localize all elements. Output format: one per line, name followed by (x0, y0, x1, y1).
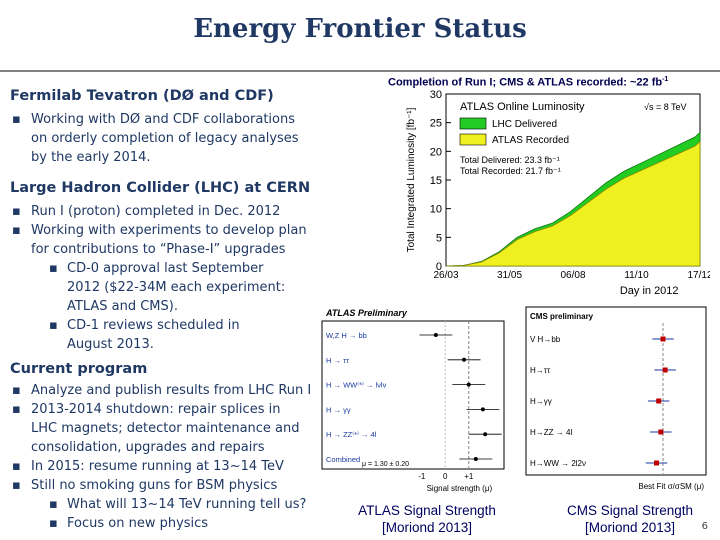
current-subitem: Focus on new physics (47, 514, 320, 533)
luminosity-caption-text: Completion of Run I; CMS & ATLAS recorde… (388, 76, 663, 89)
legend-label-delivered: LHC Delivered (492, 119, 557, 130)
total-delivered-label: Total Delivered: 23.3 fb⁻¹ (460, 155, 560, 165)
current-subitem: What will 13~14 TeV running tell us? (47, 495, 320, 514)
category-label: H → ZZ⁽*⁾ → 4l (326, 430, 377, 439)
tevatron-heading: Fermilab Tevatron (DØ and CDF) (10, 88, 274, 104)
current-item: 2013-2014 shutdown: repair splices in LH… (10, 400, 303, 457)
y-tick-label: 5 (436, 232, 442, 244)
category-label: Combined (326, 455, 360, 464)
category-label: H→ττ (530, 366, 551, 375)
category-label: H→ZZ → 4l (530, 428, 572, 437)
luminosity-chart: 0 5 10 15 20 25 30 26/03 31/05 06/08 11/10 17/12 Day… (406, 89, 710, 297)
data-point (462, 357, 467, 362)
atlas-signal-strength-chart: ATLAS Preliminary W,Z H → bb H → ττ H → WW⁽… (321, 308, 505, 493)
x-tick-label: 11/10 (624, 270, 649, 281)
y-tick-label: 20 (430, 146, 442, 158)
category-label: W,Z H → bb (326, 331, 367, 340)
data-point (654, 460, 660, 466)
x-tick-label: 26/03 (433, 270, 458, 281)
luminosity-caption: Completion of Run I; CMS & ATLAS recorde… (388, 76, 668, 89)
tevatron-list: Working with DØ and CDF collaborations o… (10, 110, 300, 167)
cms-caption-line: CMS Signal Strength (566, 503, 694, 518)
current-item: Analyze and publish results from LHC Run… (10, 381, 320, 400)
lhc-item-text: Working with experiments to develop plan… (31, 223, 307, 257)
luminosity-caption-sup: -1 (662, 76, 669, 83)
legend-swatch-recorded (459, 133, 487, 146)
x-axis-label: Day in 2012 (620, 285, 679, 297)
plot-frame (321, 320, 505, 470)
cms-caption-line: [Moriond 2013] (584, 520, 676, 535)
data-point (656, 398, 662, 404)
category-label: H → ττ (326, 356, 349, 365)
category-label: V H→bb (530, 335, 561, 344)
lhc-heading: Large Hadron Collider (LHC) at CERN (10, 180, 311, 196)
lhc-item: Run I (proton) completed in Dec. 2012 (10, 202, 310, 221)
atlas-caption: ATLAS Signal Strength [Moriond 2013] (332, 502, 522, 536)
atlas-caption-line: [Moriond 2013] (381, 520, 473, 535)
y-tick-label: 25 (430, 118, 442, 130)
plot-frame (525, 306, 707, 476)
x-tick-label: 06/08 (560, 270, 585, 281)
category-label: H → γγ (326, 405, 351, 414)
y-axis-label: Total Integrated Luminosity [fb⁻¹] (406, 107, 417, 252)
data-point (433, 333, 438, 337)
lhc-list: Run I (proton) completed in Dec. 2012 Wo… (10, 202, 310, 354)
cms-caption: CMS Signal Strength [Moriond 2013] (540, 502, 720, 536)
current-item: In 2015: resume running at 13~14 TeV (10, 457, 320, 476)
x-axis-label: Signal strength (μ) (427, 484, 493, 493)
data-point (483, 432, 488, 437)
lhc-sublist: CD-0 approval last September 2012 ($22-3… (31, 259, 310, 354)
chart-title: ATLAS Online Luminosity (460, 101, 585, 113)
x-tick-label: 17/12 (687, 270, 710, 281)
y-tick-label: 10 (430, 204, 442, 216)
data-point (658, 429, 664, 435)
tevatron-item: Working with DØ and CDF collaborations o… (10, 110, 300, 167)
chart-title: CMS preliminary (530, 312, 594, 321)
current-item: Still no smoking guns for BSM physics Wh… (10, 476, 320, 533)
total-recorded-label: Total Recorded: 21.7 fb⁻¹ (460, 166, 561, 176)
energy-label: √s = 8 TeV (644, 102, 687, 112)
page-number: 6 (701, 521, 708, 532)
x-axis-label: Best Fit σ/σSM (μ) (638, 482, 704, 491)
x-tick-label: +1 (464, 472, 474, 481)
lhc-subitem: CD-1 reviews scheduled in August 2013. (47, 316, 267, 354)
combined-label: μ = 1.30 ± 0.20 (362, 461, 409, 468)
data-point (480, 407, 485, 412)
slide-title: Energy Frontier Status (193, 14, 527, 44)
lhc-item: Working with experiments to develop plan… (10, 221, 310, 354)
category-label: H→γγ (530, 397, 552, 406)
data-point (662, 367, 668, 373)
data-point (466, 382, 471, 387)
x-tick-label: 0 (443, 472, 448, 481)
data-point (660, 336, 666, 342)
y-tick-label: 0 (436, 261, 442, 273)
y-tick-label: 15 (430, 175, 442, 187)
atlas-caption-line: ATLAS Signal Strength (358, 503, 496, 518)
legend-swatch-delivered (459, 117, 487, 130)
title-divider (0, 70, 720, 72)
current-program-heading: Current program (10, 361, 148, 377)
category-label: H→WW → 2l2ν (530, 459, 586, 468)
current-program-list: Analyze and publish results from LHC Run… (10, 381, 320, 533)
lhc-subitem: CD-0 approval last September 2012 ($22-3… (47, 259, 287, 316)
series-area-recorded (445, 140, 701, 267)
current-sublist: What will 13~14 TeV running tell us? Foc… (31, 495, 320, 533)
y-tick-label: 30 (430, 89, 442, 101)
data-point (473, 457, 478, 461)
x-tick-label: -1 (418, 472, 426, 481)
chart-title: ATLAS Preliminary (325, 308, 408, 318)
legend-label-recorded: ATLAS Recorded (492, 135, 569, 146)
current-item-text: Still no smoking guns for BSM physics (31, 478, 278, 493)
cms-signal-strength-chart: CMS preliminary V H→bb H→ττ H→γγ H→ZZ → 4l H→… (525, 306, 707, 491)
category-label: H → WW⁽*⁾ → lνlν (326, 381, 387, 390)
x-tick-label: 31/05 (497, 270, 522, 281)
